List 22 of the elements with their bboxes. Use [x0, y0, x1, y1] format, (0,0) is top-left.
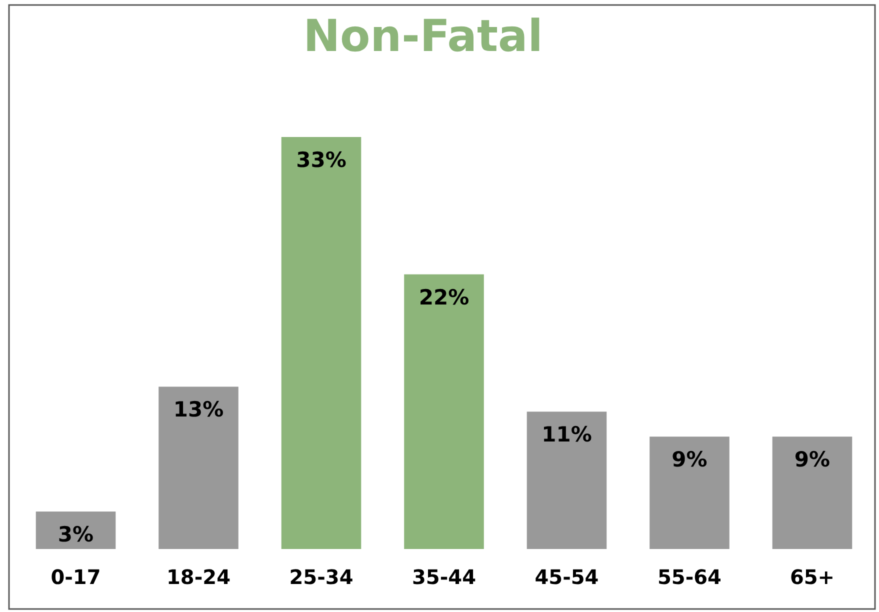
- bar: [36, 512, 116, 549]
- x-tick-label: 55-64: [658, 565, 722, 589]
- x-tick-label: 0-17: [50, 565, 101, 589]
- chart-title: Non-Fatal: [303, 11, 543, 62]
- x-tick-label: 25-34: [289, 565, 354, 589]
- bar: [526, 412, 607, 549]
- data-label: 22%: [418, 285, 470, 310]
- data-label: 33%: [296, 148, 346, 172]
- bar: [772, 436, 852, 549]
- data-label: 13%: [173, 398, 224, 422]
- data-label: 11%: [542, 422, 592, 447]
- bar: [650, 436, 730, 549]
- bar: [404, 274, 484, 549]
- x-tick-label: 65+: [790, 565, 835, 589]
- bar: [281, 137, 362, 549]
- data-label: 9%: [672, 448, 708, 472]
- x-tick-label: 18-24: [166, 565, 230, 589]
- x-tick-label: 35-44: [412, 565, 476, 589]
- x-tick-label: 45-54: [534, 565, 599, 589]
- data-label: 3%: [58, 522, 94, 547]
- data-label: 9%: [794, 448, 830, 472]
- bar: [158, 386, 238, 549]
